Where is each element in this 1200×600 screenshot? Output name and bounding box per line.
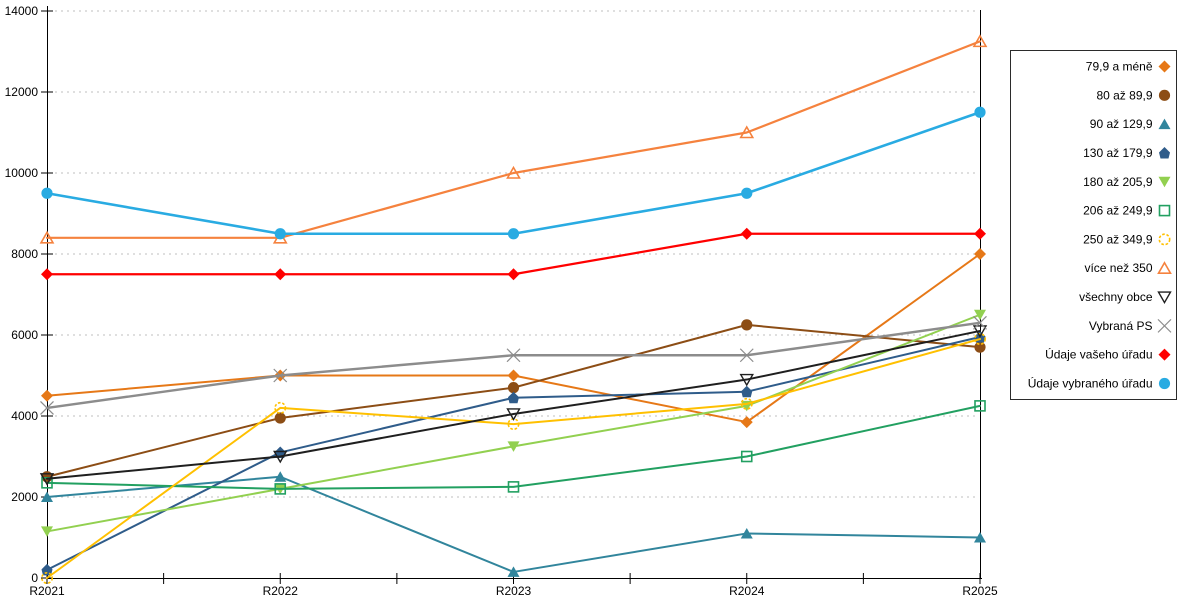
- legend-item-label: 90 až 129,9: [1090, 117, 1153, 131]
- marker-circle: [274, 228, 286, 240]
- legend-item-label: 80 až 89,9: [1096, 88, 1152, 102]
- marker-diamond: [1158, 60, 1171, 73]
- marker-triangle-down-open: [506, 408, 521, 421]
- y-axis-tick-label: 6000: [11, 328, 38, 342]
- marker-diamond: [41, 268, 53, 281]
- marker-diamond: [507, 268, 520, 281]
- series-line: [46, 475, 981, 573]
- x-axis-tick-label: R2023: [496, 584, 532, 598]
- marker-square-open: [274, 483, 287, 495]
- legend-item-label: Údaje vašeho úřadu: [1045, 347, 1152, 362]
- marker-x: [973, 315, 987, 330]
- marker-circle: [1158, 377, 1171, 390]
- legend-item-label: 250 až 349,9: [1083, 232, 1153, 246]
- marker-triangle-open: [739, 125, 755, 139]
- x-axis-tick-label: R2022: [263, 584, 299, 598]
- y-axis-tick-label: 14000: [5, 4, 39, 18]
- series-line: [46, 404, 981, 490]
- marker-x: [40, 400, 54, 415]
- marker-triangle-open: [39, 230, 55, 244]
- y-axis-tick-label: 8000: [11, 247, 38, 261]
- marker-x: [1157, 318, 1172, 333]
- marker-triangle-up: [507, 566, 520, 577]
- marker-triangle-up: [740, 527, 753, 539]
- marker-circle: [974, 341, 986, 353]
- legend-item-label: 79,9 a méně: [1086, 60, 1153, 74]
- marker-triangle-down-open: [972, 325, 988, 338]
- marker-diamond: [740, 227, 753, 240]
- legend-item-label: více než 350: [1084, 261, 1152, 275]
- marker-triangle-open: [972, 34, 988, 48]
- y-axis-tick-label: 10000: [5, 166, 39, 180]
- y-axis-tick-label: 0: [31, 571, 38, 585]
- x-axis-tick-label: R2024: [729, 584, 765, 598]
- marker-pentagon: [1159, 146, 1170, 159]
- marker-circle-open: [40, 571, 53, 584]
- legend-item-label: Vybraná PS: [1089, 319, 1153, 333]
- marker-circle: [507, 382, 520, 394]
- marker-circle: [41, 187, 53, 199]
- marker-diamond: [974, 227, 986, 240]
- marker-triangle-up: [974, 532, 986, 543]
- marker-pentagon: [508, 391, 519, 404]
- marker-circle: [741, 187, 753, 199]
- marker-square-open: [740, 450, 753, 463]
- marker-diamond: [740, 416, 753, 429]
- marker-square-open: [974, 400, 986, 412]
- marker-diamond: [41, 389, 53, 402]
- marker-triangle-open: [1157, 261, 1172, 275]
- marker-square-open: [1158, 204, 1171, 217]
- marker-triangle-down-open: [39, 473, 55, 486]
- y-axis-tick-label: 2000: [11, 490, 38, 504]
- marker-circle: [1158, 89, 1171, 101]
- marker-x: [739, 348, 754, 363]
- marker-circle-open: [274, 401, 287, 414]
- marker-triangle-up: [1158, 118, 1171, 130]
- marker-circle-open: [973, 333, 986, 346]
- legend-item-label: 130 až 179,9: [1083, 146, 1153, 160]
- series-line: [45, 40, 982, 239]
- marker-pentagon: [741, 385, 753, 398]
- legend-item-label: Údaje vybraného úřadu: [1028, 376, 1153, 391]
- legend-item-label: 206 až 249,9: [1083, 204, 1153, 218]
- marker-triangle-down: [974, 309, 986, 321]
- marker-triangle-down-open: [1157, 291, 1172, 304]
- marker-circle: [274, 412, 286, 424]
- marker-square-open: [507, 481, 520, 493]
- marker-triangle-down-open: [273, 450, 288, 464]
- marker-triangle-up: [41, 491, 53, 502]
- marker-triangle-up: [274, 471, 287, 482]
- marker-circle: [741, 319, 753, 331]
- marker-circle-open: [1158, 233, 1171, 246]
- marker-x: [273, 368, 288, 383]
- y-axis-tick-label: 4000: [11, 409, 38, 423]
- marker-triangle-down: [1158, 176, 1171, 188]
- marker-circle-open: [740, 397, 753, 410]
- marker-diamond: [1158, 348, 1171, 361]
- marker-circle: [974, 106, 986, 118]
- marker-triangle-open: [506, 165, 521, 179]
- marker-diamond: [507, 369, 520, 382]
- legend-item-label: všechny obce: [1079, 290, 1153, 304]
- marker-triangle-down: [507, 441, 520, 452]
- marker-circle: [507, 228, 520, 240]
- marker-pentagon: [41, 563, 53, 576]
- x-axis-tick-label: R2025: [962, 584, 998, 598]
- series-line: [45, 232, 982, 276]
- x-axis-tick-label: R2021: [29, 584, 65, 598]
- marker-x: [506, 348, 521, 363]
- legend-item-label: 180 až 205,9: [1083, 175, 1153, 189]
- marker-diamond: [974, 248, 986, 260]
- marker-triangle-down: [41, 526, 53, 537]
- marker-triangle-down-open: [739, 373, 754, 387]
- series-line: [46, 329, 981, 480]
- legend-box: [1010, 50, 1177, 400]
- marker-diamond: [274, 268, 287, 281]
- y-axis-tick-label: 12000: [5, 85, 39, 99]
